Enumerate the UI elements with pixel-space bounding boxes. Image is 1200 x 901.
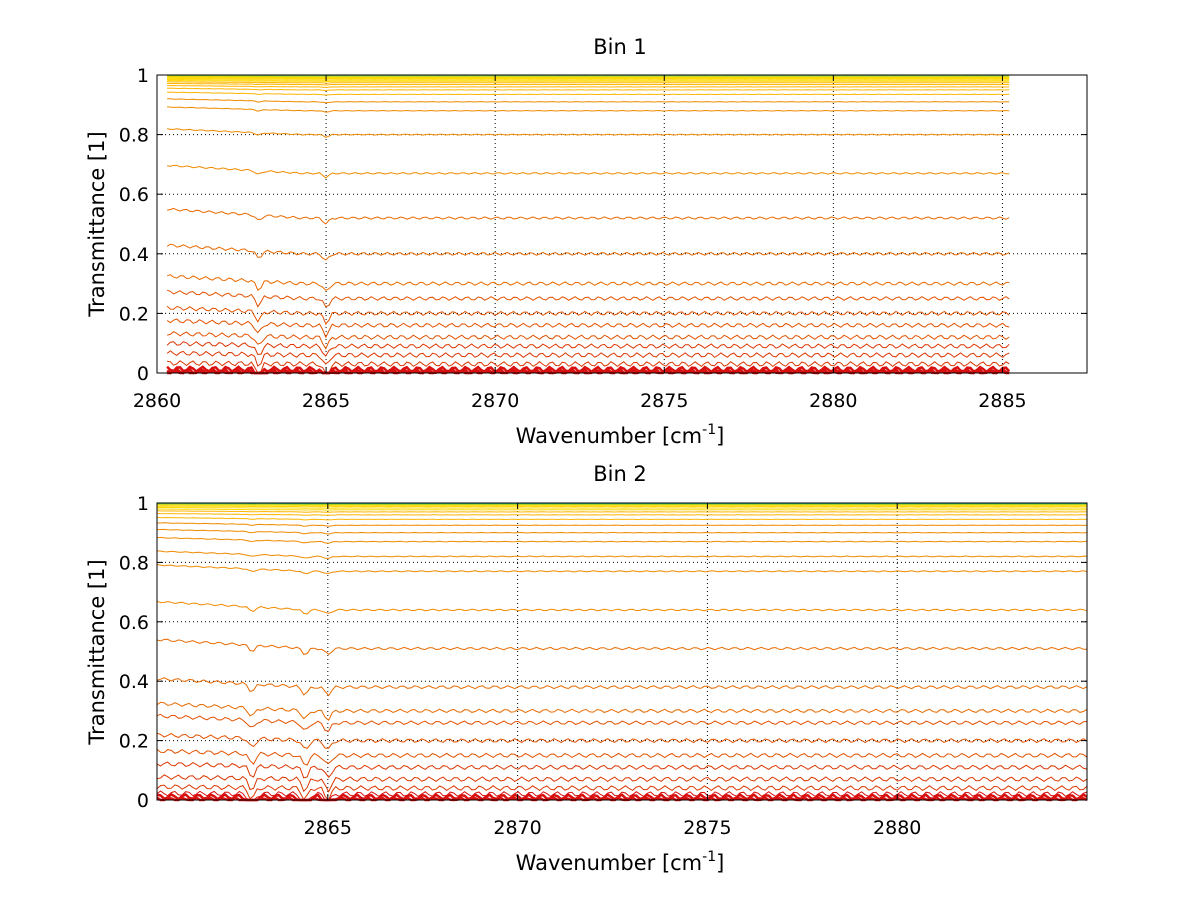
chart-title: Bin 2: [593, 462, 647, 486]
series-line: [156, 512, 1088, 516]
series-line: [166, 274, 1010, 291]
series-line: [157, 508, 1087, 511]
series-line: [167, 78, 1010, 81]
series-line: [156, 713, 1088, 732]
series-line: [166, 318, 1010, 339]
series-line: [156, 790, 1088, 801]
axes-box: [156, 502, 1088, 801]
series-line: [156, 784, 1088, 801]
series-line: [156, 701, 1088, 721]
series-line: [156, 732, 1088, 749]
y-tick-label: 0.8: [119, 125, 149, 147]
x-tick-label: 2875: [683, 817, 731, 839]
series-line: [167, 106, 1010, 113]
y-axis-label: Transmittance [1]: [85, 131, 109, 317]
x-tick-label: 2860: [133, 390, 181, 412]
y-tick-label: 1: [137, 493, 149, 515]
series-line: [156, 774, 1088, 793]
y-tick-label: 0.2: [119, 731, 149, 753]
y-tick-label: 0.6: [119, 184, 149, 206]
y-tick-label: 0.8: [119, 552, 149, 574]
series-line: [157, 506, 1088, 509]
x-axis-label: Wavenumber [cm-1]: [516, 422, 725, 448]
series-line: [156, 761, 1088, 779]
axis-ticks: 0 0.2 0.4 0.6 0.8 1 2860 2865 2870 2875 2880 2885: [119, 65, 1087, 412]
series-line: [157, 505, 1087, 508]
series-line: [167, 81, 1010, 84]
y-axis-label: Transmittance [1]: [85, 559, 109, 745]
series-line: [166, 243, 1010, 261]
series-line: [167, 84, 1010, 89]
series-line: [156, 677, 1088, 697]
y-tick-label: 1: [137, 65, 149, 87]
x-axis-label: Wavenumber [cm-1]: [516, 849, 725, 875]
x-tick-label: 2880: [873, 817, 921, 839]
series-line: [156, 522, 1088, 527]
series-line: [167, 79, 1010, 83]
series-line: [167, 98, 1010, 104]
axis-ticks: 0 0.2 0.4 0.6 0.8 1 2865 2870 2875 2880: [119, 493, 1087, 839]
y-tick-label: 0.6: [119, 612, 149, 634]
series-line: [156, 600, 1088, 615]
x-tick-label: 2865: [302, 390, 350, 412]
x-tick-label: 2870: [493, 817, 541, 839]
series-line: [166, 289, 1010, 308]
series-line: [166, 350, 1010, 367]
series-line: [156, 516, 1088, 521]
x-tick-label: 2880: [809, 390, 857, 412]
series-line: [167, 360, 1010, 374]
x-tick-label: 2885: [978, 390, 1026, 412]
x-tick-label: 2865: [304, 817, 352, 839]
y-tick-label: 0: [137, 363, 149, 385]
series-line: [157, 550, 1088, 559]
series-line: [166, 305, 1010, 325]
series-line: [166, 207, 1010, 225]
series-line: [166, 128, 1010, 138]
x-tick-label: 2875: [640, 390, 688, 412]
y-tick-label: 0.4: [119, 671, 149, 693]
series-line: [156, 510, 1088, 513]
chart-panel-bin-2: Bin 2 0 0.2 0.4 0.6 0.8 1 2865 2870 2875 2880 Wav…: [85, 462, 1088, 875]
series-line: [167, 77, 1010, 80]
y-tick-label: 0: [137, 790, 149, 812]
series-line: [167, 77, 1010, 79]
x-tick-label: 2870: [471, 390, 519, 412]
y-tick-label: 0.2: [119, 303, 149, 325]
axes-box: [156, 74, 1088, 374]
chart-panel-bin-1: Bin 1 0 0.2 0.4 0.6 0.8 1 2860 2865 2870 2875 2880…: [85, 35, 1088, 448]
series-line: [156, 638, 1087, 656]
chart-title: Bin 1: [593, 35, 647, 59]
series-line: [156, 528, 1088, 535]
series-line: [167, 91, 1010, 96]
series-line: [156, 748, 1088, 766]
series-line: [167, 87, 1010, 92]
series-line: [156, 564, 1088, 575]
series-line: [167, 164, 1010, 179]
series-line: [167, 82, 1010, 86]
series-line: [166, 330, 1010, 350]
y-tick-label: 0.4: [119, 244, 149, 266]
series-line: [166, 341, 1010, 357]
series-line: [156, 536, 1088, 544]
